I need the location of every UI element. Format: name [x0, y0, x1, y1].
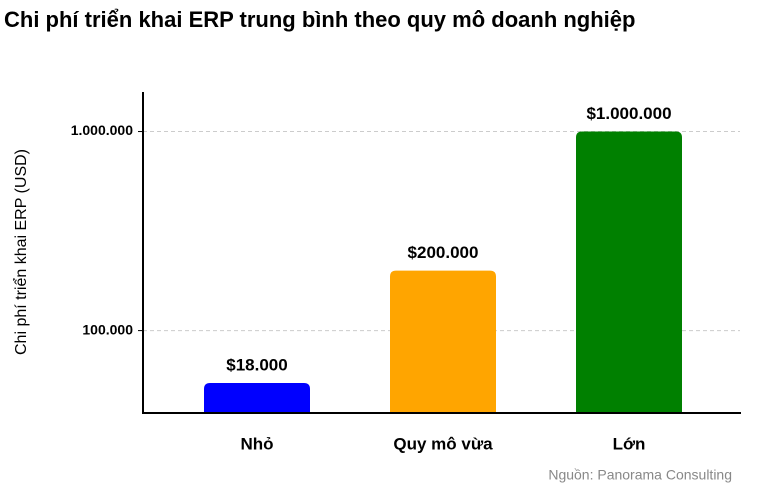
bar: [204, 383, 310, 412]
data-label: $18.000: [226, 355, 287, 374]
chart-title: Chi phí triển khai ERP trung bình theo q…: [4, 7, 635, 32]
x-tick-label: Lớn: [613, 434, 646, 453]
y-tick-label: 1.000.000: [71, 122, 133, 138]
data-label: $200.000: [408, 243, 479, 262]
y-tick-label: 100.000: [82, 321, 133, 337]
x-tick-label: Nhỏ: [240, 434, 273, 453]
bar: [576, 131, 682, 413]
data-label: $1.000.000: [586, 104, 671, 123]
y-axis-label: Chi phí triển khai ERP (USD): [12, 149, 30, 355]
source-note: Nguồn: Panorama Consulting: [548, 467, 732, 483]
x-tick-label: Quy mô vừa: [393, 434, 493, 453]
bar: [390, 270, 496, 412]
